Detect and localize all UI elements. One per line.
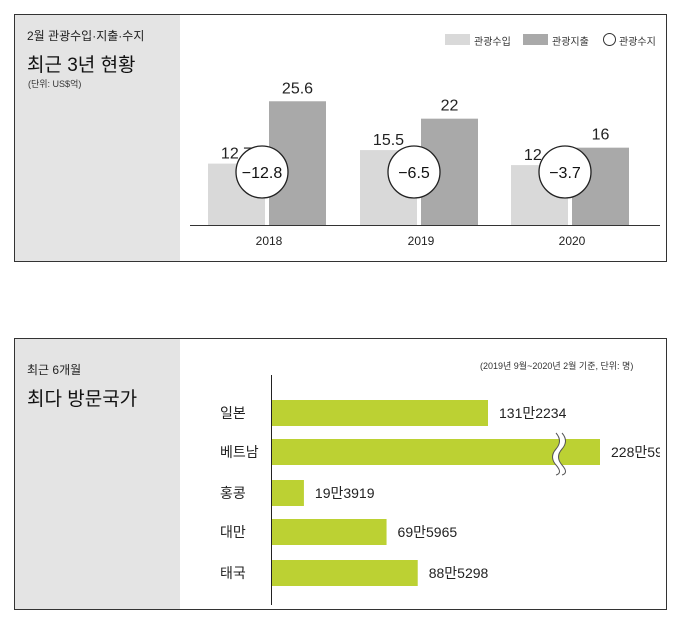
visitor-note: (2019년 9월~2020년 2월 기준, 단위: 명) (480, 361, 634, 371)
legend-income-swatch (445, 34, 470, 45)
legend-balance-circle-icon (603, 33, 616, 46)
bar-visitors-일본 (272, 400, 488, 426)
legend-balance-label: 관광수지 (619, 37, 656, 48)
legend-income-label: 관광수입 (474, 37, 511, 48)
tourism-balance-subtitle: 2월 관광수입·지출·수지 (27, 29, 145, 43)
bar-visitors-홍콩 (272, 480, 304, 506)
y-tick-일본: 일본 (220, 405, 246, 421)
y-tick-태국: 태국 (220, 565, 246, 581)
bar-visitors-태국 (272, 560, 418, 586)
top-visitor-countries-panel: 최근 6개월 최다 방문국가 (2019년 9월~2020년 2월 기준, 단위… (14, 338, 667, 610)
legend-expense-swatch (523, 34, 548, 45)
visitor-title: 최다 방문국가 (27, 389, 138, 410)
x-tick-2018: 2018 (256, 234, 283, 248)
value-label-대만: 69만5965 (398, 524, 458, 540)
label-balance-2019: −6.5 (398, 165, 430, 182)
visitor-countries-chart: 일본 131만2234 베트남 228만59 홍콩 19만3919 대만 69만5965 태국 8… (220, 375, 660, 605)
y-tick-홍콩: 홍콩 (220, 485, 246, 501)
visitor-sidebar (15, 339, 180, 609)
balance-circle-2019 (387, 145, 441, 199)
value-label-홍콩: 19만3919 (315, 485, 375, 501)
visitor-subtitle: 최근 6개월 (27, 363, 82, 377)
value-label-태국: 88만5298 (429, 565, 489, 581)
tourism-balance-chart: 12.725.6−12.8201815.522−6.5201912.416−3.… (190, 80, 660, 248)
tourism-balance-sidebar (15, 15, 180, 261)
balance-circle-2020 (538, 145, 592, 199)
x-tick-2019: 2019 (408, 234, 435, 248)
value-label-베트남: 228만59 (611, 444, 660, 460)
x-tick-2020: 2020 (559, 234, 586, 248)
legend-expense-label: 관광지출 (552, 37, 589, 48)
tourism-balance-unit: (단위: US$억) (28, 79, 82, 89)
label-balance-2020: −3.7 (549, 165, 581, 182)
axis-break-line-left-베트남 (552, 432, 560, 476)
label-expense-2018: 25.6 (282, 80, 313, 97)
tourism-balance-panel: 2월 관광수입·지출·수지 최근 3년 현황 (단위: US$억) 관광수입 관… (14, 14, 667, 262)
tourism-balance-title: 최근 3년 현황 (27, 55, 136, 76)
label-expense-2019: 22 (441, 98, 459, 115)
y-tick-대만: 대만 (220, 524, 246, 540)
chart-legend: 관광수입 관광지출 관광수지 (445, 33, 660, 48)
label-expense-2020: 16 (592, 127, 610, 144)
label-income-2019: 15.5 (373, 132, 404, 149)
axis-break-line-right-베트남 (558, 432, 566, 476)
label-balance-2018: −12.8 (242, 165, 283, 182)
value-label-일본: 131만2234 (499, 405, 567, 421)
y-tick-베트남: 베트남 (220, 444, 259, 460)
bar-visitors-베트남 (272, 439, 600, 465)
balance-circle-2018 (235, 145, 289, 199)
bar-visitors-대만 (272, 519, 387, 545)
